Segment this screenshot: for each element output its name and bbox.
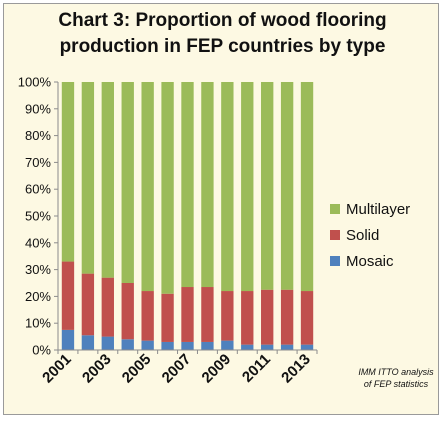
bar-multilayer-2004 <box>121 82 134 283</box>
y-tick-label: 20% <box>25 289 51 304</box>
bar-mosaic-2004 <box>121 339 134 350</box>
y-tick-label: 100% <box>18 75 52 90</box>
legend-label-solid: Solid <box>346 227 379 244</box>
y-tick-label: 60% <box>25 182 51 197</box>
x-axis: 2001 2003 2005 2007 2009 2011 2013 <box>39 349 318 387</box>
bar-multilayer-2007 <box>181 82 194 288</box>
bar-mosaic-2005 <box>141 340 154 350</box>
bar-multilayer-2012 <box>280 82 294 290</box>
bar-multilayer-2009 <box>221 82 234 292</box>
bar-mosaic-2006 <box>161 341 174 350</box>
x-tick-label: 2007 <box>159 351 195 387</box>
bar-solid-2009 <box>221 291 234 341</box>
bar-mosaic-2011 <box>261 344 274 350</box>
bar-solid-2002 <box>81 273 95 336</box>
bar-solid-2008 <box>201 287 214 342</box>
bar-solid-2010 <box>241 291 254 345</box>
chart-title-line-2: production in FEP countries by type <box>59 36 386 57</box>
legend-swatch-solid <box>330 230 340 240</box>
y-tick-label: 80% <box>25 128 51 143</box>
bar-solid-2012 <box>280 289 294 345</box>
bars <box>61 82 314 350</box>
legend-label-multilayer: Multilayer <box>346 201 410 218</box>
x-tick-label: 2003 <box>79 351 115 387</box>
bar-mosaic-2008 <box>201 341 214 350</box>
bar-solid-2004 <box>121 283 134 340</box>
bar-multilayer-2013 <box>300 82 314 292</box>
y-tick-label: 70% <box>25 155 51 170</box>
x-tick-label: 2009 <box>199 351 235 387</box>
bar-mosaic-2010 <box>241 344 254 350</box>
legend: Multilayer Solid Mosaic <box>330 201 410 270</box>
y-tick-label: 10% <box>25 316 51 331</box>
bar-multilayer-2003 <box>101 82 114 278</box>
bar-mosaic-2009 <box>221 340 234 350</box>
bar-multilayer-2011 <box>261 82 274 290</box>
legend-swatch-multilayer <box>330 204 340 214</box>
bar-mosaic-2013 <box>300 344 314 350</box>
source-note: IMM ITTO analysis of FEP statistics <box>356 366 436 390</box>
bar-solid-2007 <box>181 287 194 342</box>
bar-mosaic-2012 <box>280 344 294 350</box>
source-note-line-2: of FEP statistics <box>363 379 429 389</box>
x-tick-label: 2011 <box>239 351 274 386</box>
bar-mosaic-2003 <box>101 336 114 350</box>
y-tick-label: 90% <box>25 101 51 116</box>
chart-title-line-1: Chart 3: Proportion of wood flooring <box>58 10 387 31</box>
bar-solid-2005 <box>141 291 154 341</box>
bar-solid-2003 <box>101 277 114 337</box>
chart-title: Chart 3: Proportion of wood flooring pro… <box>0 8 445 60</box>
bar-mosaic-2002 <box>81 335 95 350</box>
bar-solid-2013 <box>300 291 314 345</box>
x-tick-label: 2013 <box>278 351 314 387</box>
y-tick-label: 50% <box>25 209 51 224</box>
y-tick-label: 40% <box>25 235 51 250</box>
legend-swatch-mosaic <box>330 256 340 266</box>
bar-multilayer-2010 <box>241 82 254 292</box>
bar-multilayer-2005 <box>141 82 154 292</box>
bar-mosaic-2001 <box>61 329 75 350</box>
x-tick-label: 2005 <box>119 351 155 387</box>
bar-multilayer-2001 <box>61 82 75 262</box>
legend-label-mosaic: Mosaic <box>346 253 394 270</box>
y-axis: 0% 10% 20% 30% 40% 50% 60% 70% 80% 90% 100% <box>18 75 59 358</box>
bar-multilayer-2002 <box>81 82 95 274</box>
bar-solid-2006 <box>161 293 174 342</box>
chart-frame <box>3 3 439 415</box>
bar-solid-2001 <box>61 261 75 330</box>
bar-multilayer-2008 <box>201 82 214 288</box>
y-tick-label: 30% <box>25 262 51 277</box>
bar-solid-2011 <box>261 289 274 345</box>
bar-mosaic-2007 <box>181 341 194 350</box>
y-tick-label: 0% <box>32 343 51 358</box>
bar-multilayer-2006 <box>161 82 174 294</box>
source-note-line-1: IMM ITTO analysis <box>358 367 434 377</box>
